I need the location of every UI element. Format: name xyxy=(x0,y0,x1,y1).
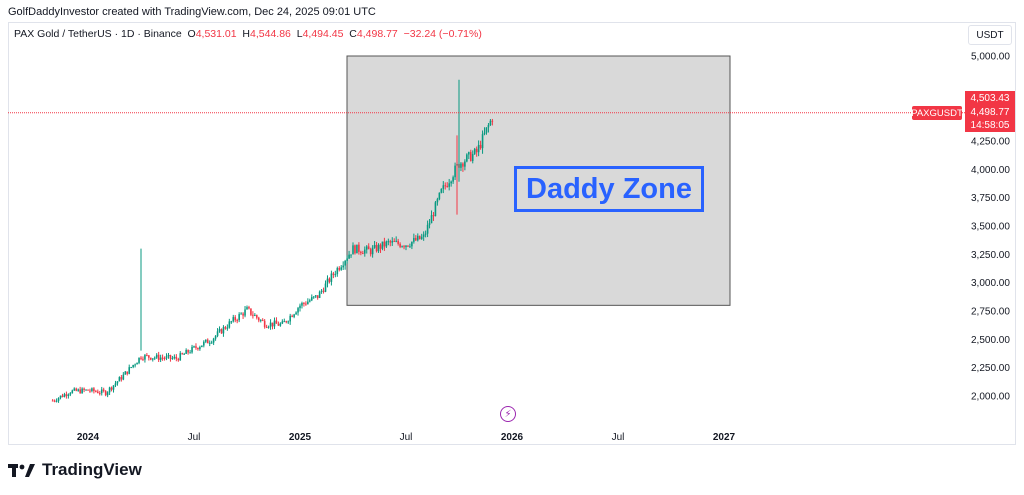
tradingview-logo: TradingView xyxy=(8,460,142,480)
countdown-tag: 14:58:05 xyxy=(965,119,1015,132)
tradingview-logo-text: TradingView xyxy=(42,460,142,479)
last-price-tag: 4,498.77 xyxy=(965,105,1015,119)
daddy-zone-label[interactable]: Daddy Zone xyxy=(514,166,704,212)
low-value: 4,494.45 xyxy=(302,28,344,40)
symbol-tag: PAXGUSDT xyxy=(911,106,963,120)
ohlc-legend: PAX Gold / TetherUS · 1D · Binance O4,53… xyxy=(14,28,482,40)
open-value: 4,531.01 xyxy=(195,28,237,40)
open-label: O xyxy=(187,28,196,40)
high-label: H xyxy=(242,28,251,40)
chart-frame[interactable] xyxy=(8,22,1016,445)
currency-selector[interactable]: USDT xyxy=(968,25,1012,45)
close-label: C xyxy=(349,28,357,40)
change-value: −32.24 (−0.71%) xyxy=(403,28,482,40)
low-label: L xyxy=(296,28,303,40)
symbol-label: PAX Gold / TetherUS · 1D · Binance xyxy=(14,28,182,40)
credit-line: GolfDaddyInvestor created with TradingVi… xyxy=(8,6,376,18)
lightning-icon[interactable]: ⚡ xyxy=(500,406,516,422)
high-value: 4,544.86 xyxy=(250,28,291,40)
high-price-tag: 4,503.43 xyxy=(965,91,1015,105)
tradingview-logo-icon xyxy=(8,464,35,477)
close-value: 4,498.77 xyxy=(356,28,398,40)
